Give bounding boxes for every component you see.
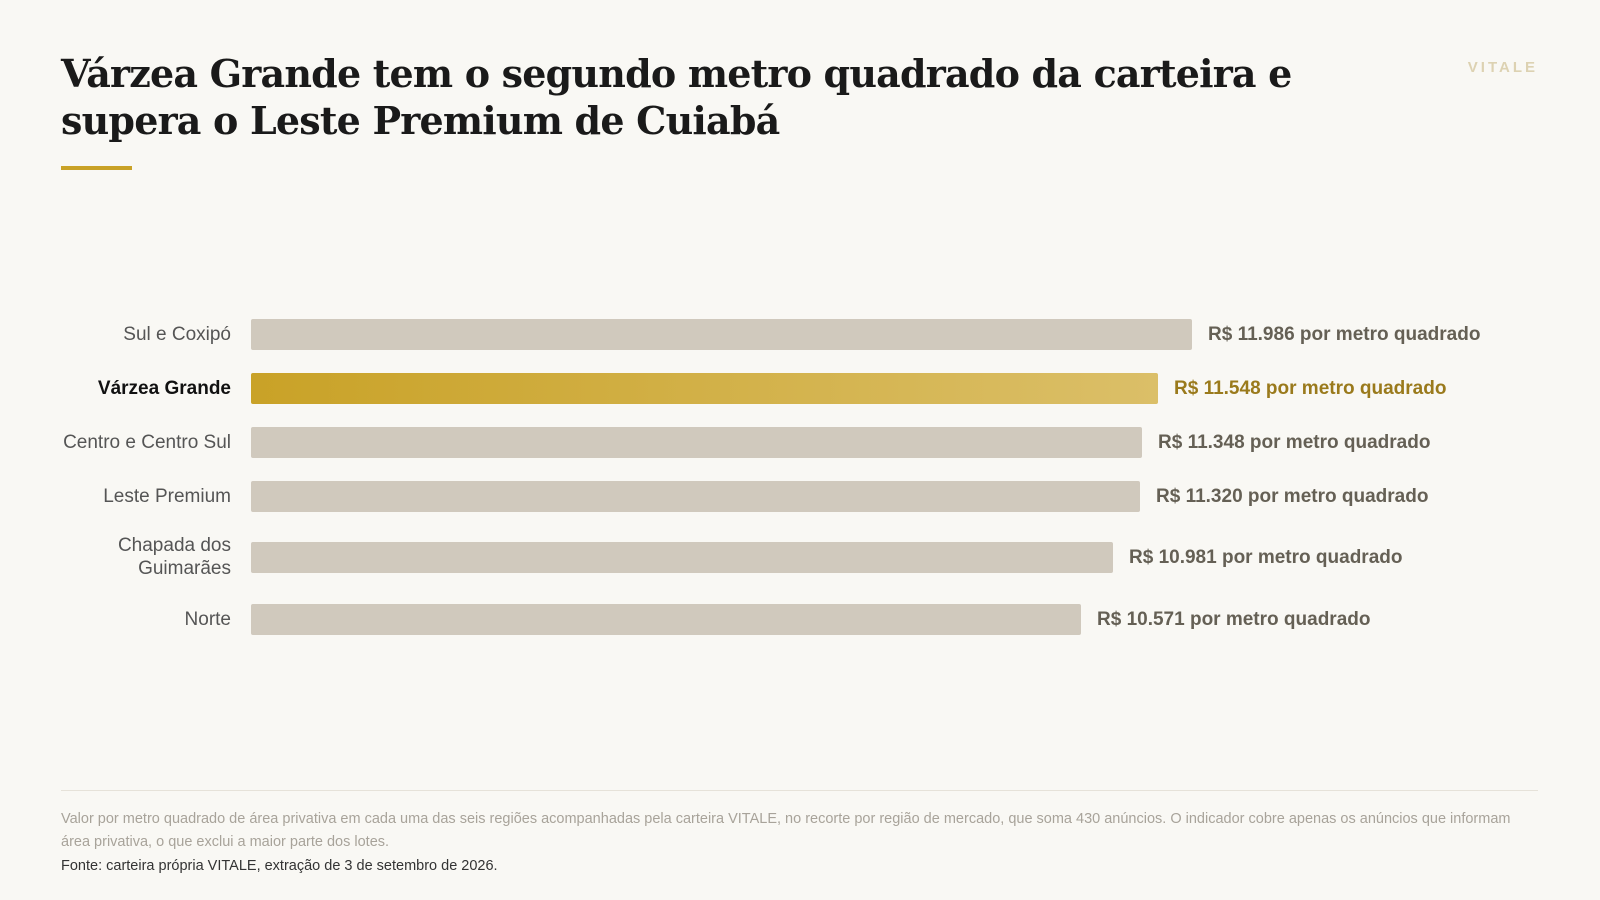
category-label: Centro e Centro Sul — [63, 431, 231, 453]
footer-source: Fonte: carteira própria VITALE, extração… — [61, 858, 498, 874]
category-label: Sul e Coxipó — [123, 323, 231, 345]
footer-divider — [61, 790, 1538, 791]
title-accent-rule — [61, 166, 132, 170]
value-label: R$ 11.548 por metro quadrado — [1174, 377, 1447, 399]
chart-title: Várzea Grande tem o segundo metro quadra… — [61, 51, 1292, 143]
highlighted-bar — [251, 372, 1158, 404]
value-label: R$ 10.571 por metro quadrado — [1097, 608, 1371, 630]
value-label: R$ 10.981 por metro quadrado — [1129, 546, 1403, 568]
bar — [251, 318, 1192, 350]
value-label: R$ 11.348 por metro quadrado — [1158, 431, 1431, 453]
category-label: Chapada dos Guimarães — [117, 535, 231, 579]
bar — [251, 541, 1113, 573]
bar — [251, 426, 1142, 458]
category-label: Norte — [184, 608, 231, 630]
brand-logo: VITALE — [1467, 59, 1538, 76]
value-label: R$ 11.986 por metro quadrado — [1208, 323, 1481, 345]
bar — [251, 480, 1140, 512]
bar — [251, 603, 1081, 635]
value-label: R$ 11.320 por metro quadrado — [1156, 485, 1429, 507]
category-label: Leste Premium — [103, 485, 231, 507]
category-label: Várzea Grande — [97, 377, 231, 399]
footer-note: Valor por metro quadrado de área privati… — [61, 811, 1511, 850]
